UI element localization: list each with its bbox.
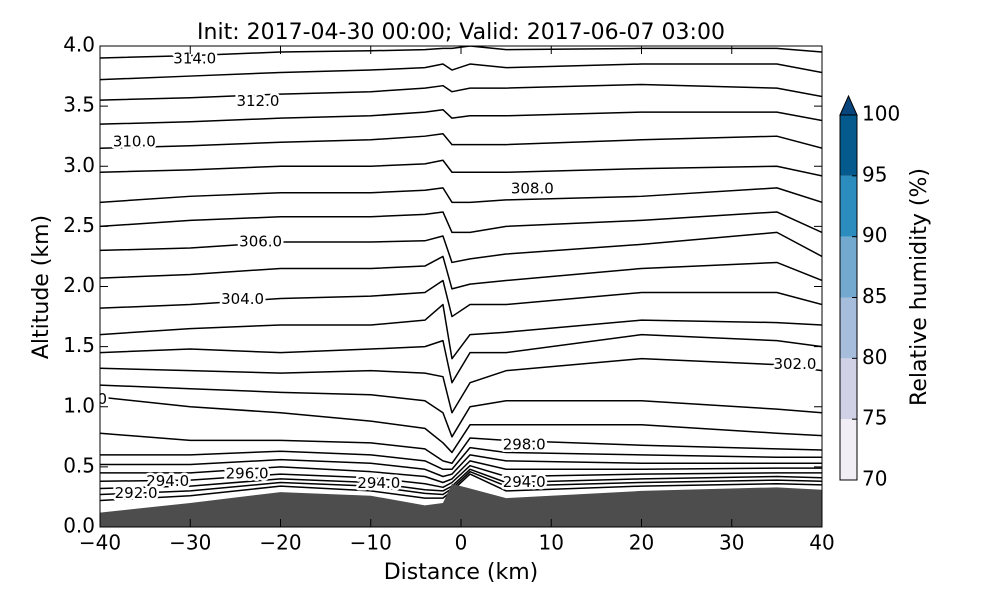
contour-label: 296.0 xyxy=(226,465,269,483)
x-tick-label: 40 xyxy=(809,531,834,555)
x-axis-label: Distance (km) xyxy=(384,560,539,585)
colorbar-bin xyxy=(840,358,857,420)
contour-line xyxy=(100,211,822,234)
y-axis-label: Altitude (km) xyxy=(29,215,54,359)
contour-line xyxy=(100,231,822,264)
y-tick-label: 0.5 xyxy=(63,453,95,477)
y-tick-label: 3.5 xyxy=(63,93,95,117)
x-tick-label: 30 xyxy=(719,531,744,555)
colorbar-bin xyxy=(840,236,857,298)
colorbar-bin xyxy=(840,115,857,176)
colorbar-tick-label: 95 xyxy=(862,162,887,186)
contour-line xyxy=(100,464,822,489)
contour-label: 314.0 xyxy=(173,50,216,68)
contour-label: 294.0 xyxy=(503,473,546,491)
plot-area: 314.0 312.0 310.0 308.0 306.0 304.0 302.0 300.0… xyxy=(64,46,822,527)
contour-line xyxy=(100,432,822,465)
colorbar-bin xyxy=(840,175,857,237)
contour-line xyxy=(100,63,822,81)
colorbar-extend xyxy=(839,94,858,116)
colorbar-tick-label: 90 xyxy=(862,223,887,247)
colorbar-tick-label: 100 xyxy=(862,102,900,126)
contour-line xyxy=(100,187,822,204)
y-tick-label: 0.0 xyxy=(63,514,95,538)
chart-title: Init: 2017-04-30 00:00; Valid: 2017-06-0… xyxy=(197,20,725,45)
contour-label: 292.0 xyxy=(115,484,158,502)
contour-line xyxy=(100,46,822,59)
colorbar-tick-label: 70 xyxy=(862,467,887,491)
colorbar-tick-label: 75 xyxy=(862,406,887,430)
contour-label: 302.0 xyxy=(773,355,816,373)
contour-label: 300.0 xyxy=(64,390,107,408)
contour-line xyxy=(100,303,822,360)
contour-label: 298.0 xyxy=(503,436,546,454)
terrain xyxy=(100,483,822,527)
y-tick-label: 1.5 xyxy=(63,333,95,357)
y-tick-label: 2.0 xyxy=(63,273,95,297)
contour-line xyxy=(100,446,822,471)
x-tick-label: 10 xyxy=(539,531,564,555)
x-tick-label: −40 xyxy=(79,531,121,555)
contour-line xyxy=(100,83,822,101)
contour-line xyxy=(100,133,822,149)
x-tick-label: 0 xyxy=(455,531,468,555)
colorbar-tick-label: 85 xyxy=(862,284,887,308)
y-tick-label: 1.0 xyxy=(63,393,95,417)
contour-label: 308.0 xyxy=(511,180,554,198)
y-tick-label: 3.0 xyxy=(63,153,95,177)
x-tick-label: −30 xyxy=(169,531,211,555)
contour-label: 306.0 xyxy=(239,233,282,251)
contour-line xyxy=(100,454,822,478)
contour-label: 312.0 xyxy=(236,92,279,110)
colorbar-bin xyxy=(840,297,857,359)
colorbar-bin xyxy=(840,419,857,480)
contour-line xyxy=(100,333,822,384)
contour-line xyxy=(100,255,822,290)
x-tick-label: 20 xyxy=(629,531,654,555)
contour-label: 294.0 xyxy=(146,472,189,490)
contour-line xyxy=(100,460,822,484)
contour-label: 304.0 xyxy=(221,290,264,308)
contour-line xyxy=(100,470,822,496)
contour-line xyxy=(100,357,822,414)
contour-line xyxy=(100,279,822,318)
contour-label: 294.0 xyxy=(357,474,400,492)
contour-line xyxy=(100,108,822,125)
y-tick-label: 4.0 xyxy=(63,33,95,57)
colorbar-label: Relative humidity (%) xyxy=(907,168,932,406)
contour-label: 310.0 xyxy=(113,133,156,151)
colorbar-tick-label: 80 xyxy=(862,345,887,369)
contour-line xyxy=(100,468,822,492)
x-tick-label: −10 xyxy=(350,531,392,555)
contour-line xyxy=(100,384,822,438)
y-tick-label: 2.5 xyxy=(63,213,95,237)
contour-line xyxy=(100,396,822,454)
x-tick-label: −20 xyxy=(259,531,301,555)
contour-line xyxy=(100,159,822,177)
